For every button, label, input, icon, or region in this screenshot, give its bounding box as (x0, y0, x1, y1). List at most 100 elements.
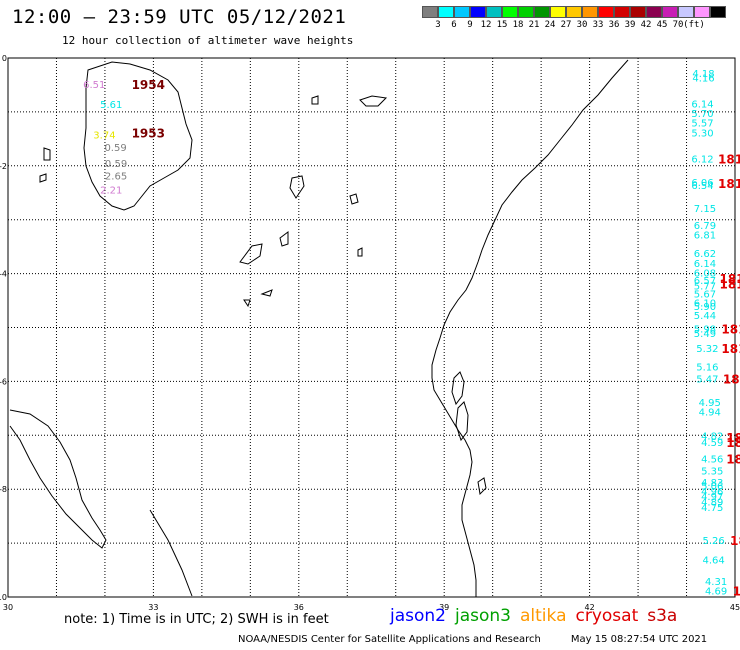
lat-tick-label: -6 (0, 377, 7, 386)
swh-label: 6.51 (83, 80, 105, 91)
lon-tick-label: 39 (439, 603, 449, 612)
legend-label: 6 (451, 20, 457, 30)
time-label: 1814 (721, 342, 740, 356)
island-11 (279, 231, 289, 247)
island-1 (239, 243, 263, 265)
lat-tick-label: -8 (0, 485, 7, 494)
island-7 (39, 173, 47, 183)
swh-label: 5.57 (691, 119, 713, 130)
time-label: 1813 (726, 431, 740, 445)
island-10 (357, 247, 363, 257)
island-2 (289, 175, 305, 199)
island-4 (311, 95, 319, 105)
legend-label: 18 (512, 20, 524, 30)
lon-tick-label: 36 (294, 603, 304, 612)
legend-label: 36 (608, 20, 620, 30)
swh-label: 4.96 (701, 487, 723, 498)
swh-label: 6.54 (691, 181, 713, 192)
time-label: 1953 (132, 126, 165, 140)
swh-label: 6.62 (694, 249, 716, 260)
swh-label: 3.74 (93, 131, 115, 142)
swh-label: 6.14 (694, 259, 716, 270)
sat-jason3: jason3 (455, 606, 511, 626)
swh-label: 5.70 (691, 109, 713, 120)
swh-label: 4.75 (701, 503, 723, 514)
credit-text: NOAA/NESDIS Center for Satellite Applica… (238, 634, 541, 645)
time-label: 1814 (719, 277, 740, 291)
swh-label: 4.83 (701, 478, 723, 489)
legend-label: 24 (544, 20, 556, 30)
legend-label: 42 (640, 20, 652, 30)
legend-swatch (534, 6, 550, 18)
zanzibar-island (455, 401, 469, 442)
island-5 (349, 193, 359, 205)
lat-tick-label: -4 (0, 270, 7, 279)
legend-label: 15 (496, 20, 508, 30)
swh-label: 6.79 (694, 221, 716, 232)
swh-label: 0.59 (104, 143, 126, 154)
swh-label: 5.44 (694, 311, 716, 322)
swh-label: 5.26 (703, 536, 725, 547)
swh-label: 4.16 (692, 73, 714, 84)
legend-swatch (694, 6, 710, 18)
legend-label: 9 (467, 20, 473, 30)
swh-label: 4.89 (701, 498, 723, 509)
time-label: 1814 (723, 373, 740, 387)
island-8 (260, 289, 273, 297)
legend-swatch (630, 6, 646, 18)
time-label: 1813 (726, 452, 740, 466)
lat-tick-label: 0 (2, 54, 7, 63)
legend-swatch (454, 6, 470, 18)
time-label: 1814 (719, 272, 740, 286)
island-6 (43, 147, 51, 161)
swh-label: 4.82 (701, 431, 723, 442)
lat-tick-label: -10 (0, 593, 7, 602)
swh-label: 5.67 (694, 290, 716, 301)
swh-label: 4.97 (701, 492, 723, 503)
pemba-island (451, 371, 465, 406)
legend-swatch (502, 6, 518, 18)
chart-subtitle: 12 hour collection of altimeter wave hei… (62, 34, 354, 47)
legend-label: 27 (560, 20, 572, 30)
lake-rukwa-shore (149, 509, 193, 597)
lon-tick-label: 33 (148, 603, 158, 612)
island-3 (359, 95, 388, 107)
island-9 (243, 299, 251, 308)
lon-tick-label: 30 (3, 603, 13, 612)
legend-label: 45 (656, 20, 668, 30)
swh-label: 4.18 (692, 69, 714, 80)
swh-label: 4.64 (703, 555, 725, 566)
legend-swatch (598, 6, 614, 18)
legend-swatch (438, 6, 454, 18)
legend-swatch (422, 6, 438, 18)
legend-swatch (518, 6, 534, 18)
legend-label: 12 (480, 20, 492, 30)
swh-label: 5.16 (696, 362, 718, 373)
swh-observations: 4.184.166.145.705.575.306.126.066.547.15… (83, 69, 727, 597)
time-label: 1813 (726, 436, 740, 450)
swh-label: 5.47 (696, 375, 718, 386)
swh-label: 4.31 (705, 577, 727, 588)
swh-label: 6.12 (691, 154, 713, 165)
swh-label: 5.30 (691, 128, 713, 139)
color-legend: 3 6 9 12 15 18 21 24 27 30 33 36 39 42 45 70 (ft) (422, 6, 740, 32)
lake-victoria-shore (83, 61, 193, 211)
satellite-legend: jason2 jason3 altika cryosat s3a (390, 606, 686, 626)
legend-swatch (566, 6, 582, 18)
time-label: 1813 (733, 585, 740, 599)
footnote: note: 1) Time is in UTC; 2) SWH is in fe… (64, 612, 329, 627)
swh-label: 6.06 (691, 178, 713, 189)
swh-label: 0.59 (105, 159, 127, 170)
time-label: 1954 (132, 78, 165, 92)
lake-tanganyika-shore (9, 409, 107, 549)
legend-label: 33 (592, 20, 604, 30)
time-label: 1815 (718, 177, 740, 191)
time-label: 1815 (718, 152, 740, 166)
legend-swatch (614, 6, 630, 18)
east-africa-coastline (431, 59, 629, 597)
swh-label: 5.98 (694, 325, 716, 336)
swh-label: 4.56 (701, 454, 723, 465)
legend-swatch (470, 6, 486, 18)
swh-label: 5.77 (694, 281, 716, 292)
